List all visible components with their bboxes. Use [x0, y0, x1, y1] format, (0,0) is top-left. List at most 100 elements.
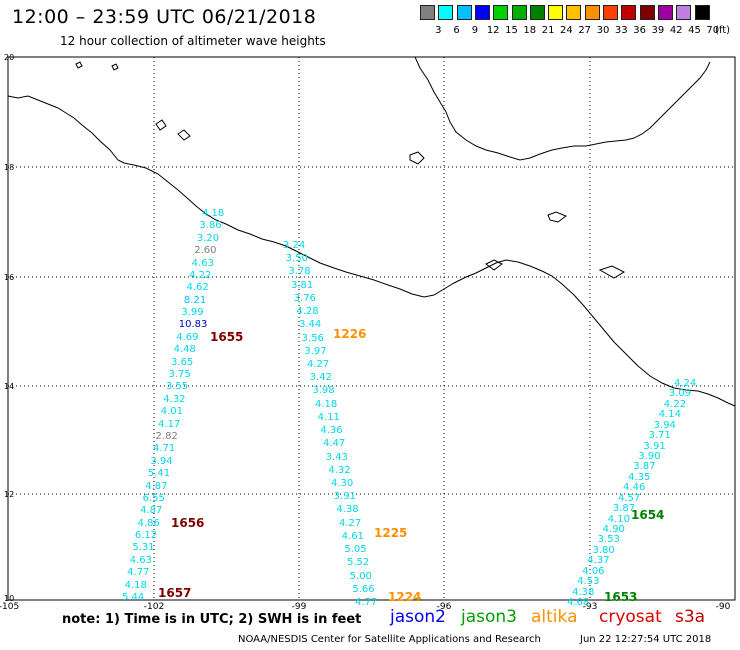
- wave-height-value: 4.68: [567, 597, 590, 608]
- legend-tick: 39: [651, 25, 665, 36]
- wave-height-value: 4.27: [339, 517, 362, 529]
- legend-swatch: [639, 5, 655, 20]
- wave-height-value: 5.52: [347, 557, 370, 569]
- satellite-legend-jason2: jason2: [390, 607, 446, 627]
- wave-height-value: 3.94: [653, 419, 676, 431]
- legend-tick: 36: [633, 25, 646, 36]
- wave-height-value: 3.43: [325, 451, 348, 463]
- wave-height-value: 4.32: [328, 464, 351, 476]
- legend-swatch: [438, 5, 454, 20]
- wave-height-value: 3.86: [199, 220, 222, 232]
- coastline: [7, 95, 736, 407]
- legend-tick: 12: [486, 25, 500, 36]
- wave-height-value: 4.53: [577, 576, 600, 588]
- legend-tick: 9: [471, 25, 479, 36]
- legend-swatch: [529, 5, 545, 20]
- wave-height-value: 3.90: [638, 451, 661, 462]
- wave-height-value: 6.12: [134, 530, 158, 542]
- wave-height-value: 3.78: [288, 266, 311, 278]
- legend-tick: 3: [435, 25, 442, 36]
- wave-height-value: 3.91: [643, 440, 666, 452]
- legend-swatch: [676, 5, 692, 20]
- wave-height-value: 3.99: [181, 307, 204, 319]
- legend-swatch: [493, 5, 509, 20]
- wave-height-value: 3.09: [668, 388, 692, 400]
- wave-height-value: 3.81: [291, 279, 314, 291]
- legend-swatch: [657, 5, 673, 20]
- wave-height-value: 4.38: [336, 504, 359, 516]
- legend-swatch: [420, 5, 435, 20]
- wave-height-value: 3.50: [285, 253, 308, 265]
- wave-height-value: 4.63: [129, 554, 152, 566]
- wave-height-value: 4.77: [355, 597, 378, 608]
- wave-height-value: 5.41: [147, 468, 171, 480]
- wave-height-value: 4.62: [186, 282, 209, 294]
- wave-height-value: 4.71: [152, 443, 176, 455]
- legend-swatch: [694, 5, 710, 20]
- wave-height-value: 5.66: [352, 583, 375, 595]
- chart-subtitle: 12 hour collection of altimeter wave hei…: [60, 34, 326, 48]
- pass-time-label: 1653: [604, 590, 638, 604]
- pass-time-label: 1654: [631, 508, 665, 522]
- wave-height-value: 4.46: [623, 482, 646, 494]
- chart-title: 12:00 – 23:59 UTC 06/21/2018: [12, 6, 317, 28]
- wave-height-value: 3.76: [293, 292, 316, 304]
- wave-height-value: 3.98: [312, 385, 335, 397]
- wave-height-value: 4.11: [317, 411, 340, 423]
- wave-height-value: 10.83: [178, 319, 208, 331]
- pass-time-label: 1226: [333, 327, 367, 341]
- wave-height-value: 3.71: [648, 430, 671, 442]
- wave-height-value: 4.28: [296, 306, 319, 318]
- wave-height-value: 4.87: [145, 480, 168, 492]
- wave-height-value: 4.24: [674, 378, 697, 389]
- credit-line: NOAA/NESDIS Center for Satellite Applica…: [238, 634, 541, 645]
- wave-height-value: 4.86: [137, 517, 160, 529]
- legend-tick: 6: [453, 25, 460, 36]
- wave-height-value: 4.69: [176, 331, 199, 343]
- pass-time-label: 1657: [158, 586, 192, 600]
- grid-lines: [8, 57, 735, 600]
- generation-timestamp: Jun 22 12:27:54 UTC 2018: [580, 634, 712, 645]
- wave-height-value: 4.36: [320, 425, 343, 437]
- wave-height-value: 4.18: [124, 579, 147, 591]
- legend-swatch: [603, 5, 618, 20]
- gulf-coastline: [414, 56, 711, 161]
- wave-height-value: 3.53: [597, 534, 620, 546]
- wave-height-value: 5.00: [349, 570, 372, 582]
- wave-height-value: 3.80: [592, 544, 615, 556]
- lat-label: 14: [4, 382, 15, 391]
- legend-tick: 70: [706, 25, 720, 36]
- wave-height-value: 4.18: [202, 208, 225, 219]
- wave-height-value: 3.94: [150, 455, 173, 467]
- legend-swatch: [584, 5, 600, 20]
- wave-height-value: 4.22: [663, 398, 687, 410]
- legend-tick: 45: [688, 25, 701, 36]
- lat-label: 20: [4, 53, 15, 62]
- wave-height-value: 4.38: [572, 586, 595, 598]
- lon-label: -96: [436, 602, 452, 612]
- pass-time-label: 1225: [374, 526, 408, 540]
- wave-height-value: 8.21: [183, 294, 207, 306]
- satellite-legend-cryosat: cryosat: [599, 607, 662, 627]
- wave-height-value: 3.24: [283, 240, 306, 251]
- wave-height-value: 4.48: [173, 344, 196, 356]
- satellite-legend-s3a: s3a: [675, 607, 706, 627]
- wave-height-value: 3.56: [301, 332, 324, 344]
- pass-time-label: 1224: [388, 590, 422, 604]
- wave-height-value: 4.18: [315, 398, 338, 410]
- lon-label: -93: [582, 602, 598, 612]
- satellite-legend-jason3: jason3: [461, 607, 517, 627]
- lat-label: 16: [4, 273, 15, 282]
- footnote: note: 1) Time is in UTC; 2) SWH is in fe…: [62, 612, 362, 627]
- wave-height-value: 4.10: [607, 513, 631, 525]
- wave-height-value: 4.30: [331, 478, 354, 489]
- wave-height-value: 4.57: [617, 492, 641, 504]
- legend-tick: 27: [578, 25, 592, 36]
- legend-swatch: [548, 5, 564, 20]
- wave-height-value: 4.35: [628, 471, 651, 483]
- wave-height-value: 4.22: [189, 269, 212, 281]
- legend-swatch: [621, 5, 637, 20]
- legend-unit: (ft): [715, 25, 731, 36]
- lon-label: -99: [291, 602, 307, 612]
